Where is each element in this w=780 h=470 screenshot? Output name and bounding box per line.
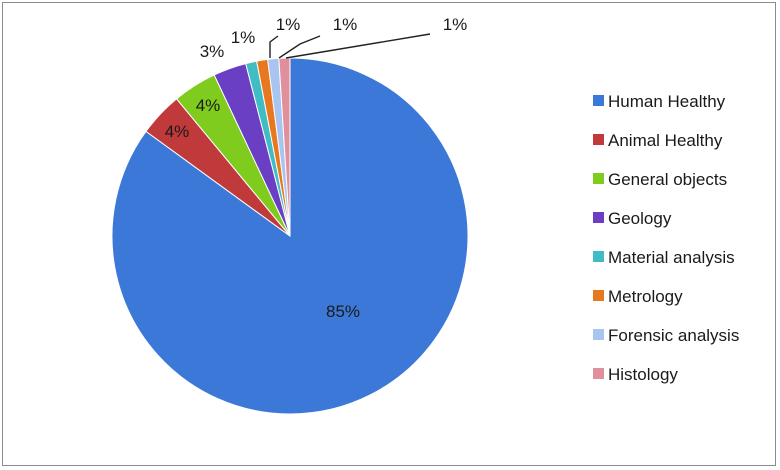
legend: Human Healthy Animal Healthy General objec… <box>593 92 739 384</box>
leader-lines <box>269 33 431 59</box>
legend-label-general-objects: General objects <box>608 170 727 189</box>
legend-label-forensic-analysis: Forensic analysis <box>608 326 739 345</box>
legend-swatch-material-analysis <box>593 251 604 262</box>
data-label-geology: 3% <box>200 42 225 61</box>
legend-label-histology: Histology <box>608 365 678 384</box>
leader-line-histology <box>285 33 431 59</box>
data-label-forensic-analysis: 1% <box>333 15 358 34</box>
data-label-metrology: 1% <box>276 15 301 34</box>
legend-label-metrology: Metrology <box>608 287 683 306</box>
legend-label-geology: Geology <box>608 209 672 228</box>
legend-swatch-geology <box>593 212 604 223</box>
leader-line-metrology <box>269 35 279 58</box>
data-label-general-objects: 4% <box>196 96 221 115</box>
pie-slices <box>111 57 469 415</box>
legend-label-animal-healthy: Animal Healthy <box>608 131 723 150</box>
data-label-material-analysis: 1% <box>231 28 256 47</box>
legend-swatch-histology <box>593 368 604 379</box>
legend-swatch-general-objects <box>593 173 604 184</box>
legend-swatch-animal-healthy <box>593 134 604 145</box>
legend-label-material-analysis: Material analysis <box>608 248 735 267</box>
data-label-human-healthy: 85% <box>326 302 360 321</box>
data-labels: 85% 4% 4% 3% 1% 1% 1% 1% <box>165 15 468 321</box>
leader-line-forensic-analysis <box>278 35 321 59</box>
data-label-histology: 1% <box>443 15 468 34</box>
legend-label-human-healthy: Human Healthy <box>608 92 726 111</box>
legend-swatch-human-healthy <box>593 95 604 106</box>
legend-swatch-forensic-analysis <box>593 329 604 340</box>
legend-swatch-metrology <box>593 290 604 301</box>
data-label-animal-healthy: 4% <box>165 122 190 141</box>
pie-slice-human-healthy <box>111 57 469 415</box>
